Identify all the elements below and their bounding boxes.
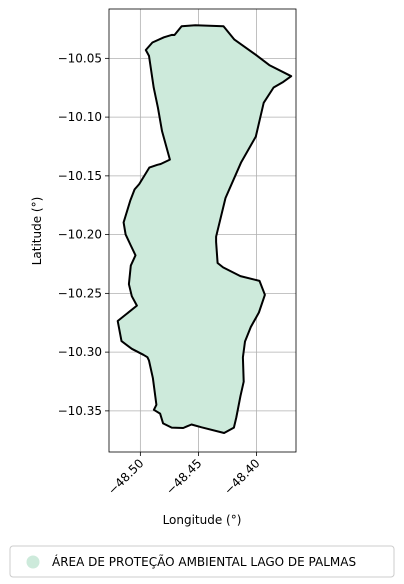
legend: ÁREA DE PROTEÇÃO AMBIENTAL LAGO DE PALMA…: [10, 546, 394, 577]
y-tick-label: −10.20: [58, 228, 102, 242]
y-tick-label: −10.10: [58, 110, 102, 124]
y-tick-label: −10.35: [58, 404, 102, 418]
y-tick-label: −10.25: [58, 286, 102, 300]
y-tick-label: −10.30: [58, 345, 102, 359]
legend-entry-label: ÁREA DE PROTEÇÃO AMBIENTAL LAGO DE PALMA…: [52, 554, 356, 569]
x-tick-label: −48.50: [105, 456, 146, 497]
map-region-polygon[interactable]: [118, 25, 292, 433]
x-axis-label: Longitude (°): [163, 513, 242, 527]
x-tick-label: −48.45: [163, 456, 204, 497]
y-tick-label: −10.15: [58, 169, 102, 183]
x-tick-label: −48.40: [221, 456, 262, 497]
y-tick-label: −10.05: [58, 51, 102, 65]
legend-swatch-marker: [27, 556, 40, 569]
y-axis-label: Latitude (°): [30, 197, 44, 266]
